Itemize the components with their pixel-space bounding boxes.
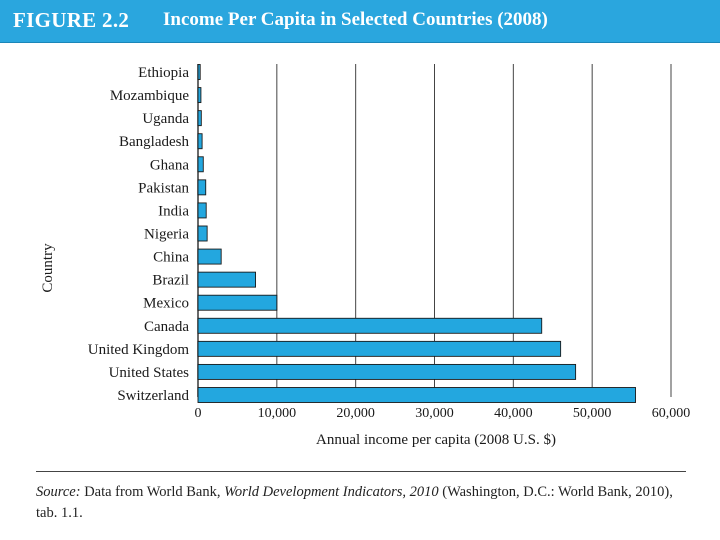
x-tick-label: 50,000 xyxy=(573,406,612,421)
bar-layer xyxy=(197,64,636,403)
figure-header: FIGURE 2.2 Income Per Capita in Selected… xyxy=(0,0,720,43)
category-label: Switzerland xyxy=(117,388,189,404)
bar xyxy=(197,340,562,357)
x-tick-label: 10,000 xyxy=(258,406,297,421)
bar xyxy=(197,110,202,127)
category-label: Brazil xyxy=(152,273,189,289)
category-label: United Kingdom xyxy=(88,342,190,358)
category-label: India xyxy=(158,203,189,219)
x-tick-label: 40,000 xyxy=(494,406,533,421)
bar-chart: Ethiopia Mozambique Uganda Bangladesh Ghana P… xyxy=(40,64,691,448)
tick-label-layer: 0 10,000 20,000 30,000 40,000 50,000 60,000 xyxy=(195,406,691,421)
category-label: Mozambique xyxy=(110,88,189,104)
category-label: Bangladesh xyxy=(119,134,189,150)
bar xyxy=(197,248,222,265)
source-divider xyxy=(36,471,686,472)
bar xyxy=(197,271,256,288)
figure-title: Income Per Capita in Selected Countries … xyxy=(163,9,548,30)
y-axis-label: Country xyxy=(40,243,56,293)
bar xyxy=(197,363,577,380)
bar xyxy=(197,317,543,334)
x-tick-label: 30,000 xyxy=(415,406,454,421)
bar xyxy=(197,133,203,150)
category-label: Nigeria xyxy=(144,227,189,243)
bar xyxy=(197,387,636,403)
x-tick-label: 0 xyxy=(195,406,202,421)
category-label: Ghana xyxy=(150,157,189,173)
bar xyxy=(197,87,202,104)
figure-number: FIGURE 2.2 xyxy=(13,8,130,32)
x-axis-label: Annual income per capita (2008 U.S. $) xyxy=(316,432,556,448)
category-label: Pakistan xyxy=(138,180,189,196)
bar xyxy=(197,179,207,196)
source-prefix: Source: xyxy=(36,484,81,500)
source-italic-title: World Development Indicators, 2010 xyxy=(224,484,439,500)
bar xyxy=(197,156,204,173)
source-note: Source: Data from World Bank, World Deve… xyxy=(36,482,696,524)
category-label: Canada xyxy=(144,319,189,335)
bar xyxy=(197,294,278,311)
category-label: Mexico xyxy=(143,296,189,312)
bar xyxy=(197,64,201,80)
category-label: United States xyxy=(109,365,190,381)
category-label: Ethiopia xyxy=(138,65,189,81)
x-tick-label: 60,000 xyxy=(652,406,691,421)
category-label: Uganda xyxy=(142,111,189,127)
category-label: China xyxy=(153,250,189,266)
bar xyxy=(197,202,207,219)
bar xyxy=(197,225,208,242)
source-text-2: (Washington, D.C.: World Bank, 2010), ta… xyxy=(36,484,673,521)
x-tick-label: 20,000 xyxy=(336,406,375,421)
source-text-1: Data from World Bank, xyxy=(80,484,225,500)
category-label-layer: Ethiopia Mozambique Uganda Bangladesh Ghana P… xyxy=(88,65,190,404)
